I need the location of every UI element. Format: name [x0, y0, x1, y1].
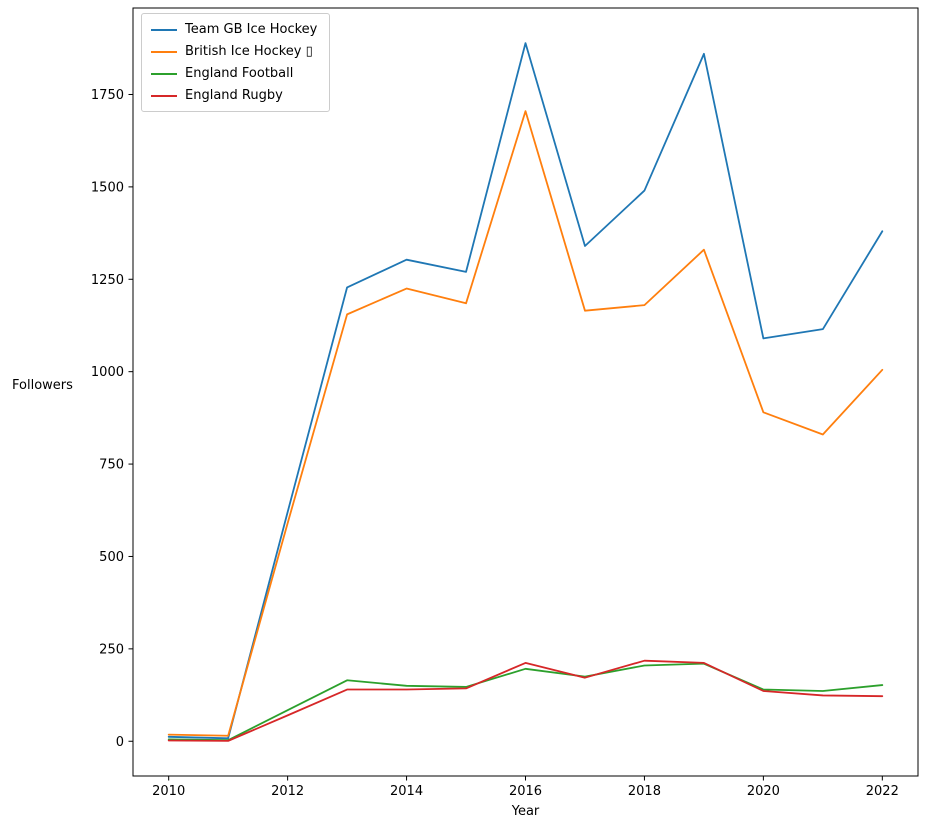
series-line-british-ice-hockey	[167, 110, 884, 737]
series-line-team-gb-ice-hockey	[167, 42, 884, 740]
legend-label: England Rugby	[185, 88, 283, 103]
y-tick-label: 1000	[91, 365, 124, 380]
legend-label: British Ice Hockey ▯	[185, 44, 313, 59]
legend-item-england-football: England Football	[151, 66, 317, 81]
legend-line-sample	[151, 72, 177, 75]
x-tick-label: 2010	[152, 784, 185, 799]
y-tick-label: 500	[99, 550, 124, 565]
x-tick-label: 2018	[628, 784, 661, 799]
y-tick-label: 1500	[91, 180, 124, 195]
y-tick-label: 1750	[91, 88, 124, 103]
series-line-england-football	[167, 662, 884, 742]
x-axis-label: Year	[511, 804, 540, 819]
legend: Team GB Ice Hockey British Ice Hockey ▯ En…	[141, 13, 331, 112]
y-tick-label: 250	[99, 642, 124, 657]
y-axis-label: Followers	[12, 378, 73, 393]
y-tick-label: 750	[99, 458, 124, 473]
legend-line-sample	[151, 50, 177, 53]
legend-line-sample	[151, 28, 177, 31]
legend-item-british-ice-hockey: British Ice Hockey ▯	[151, 44, 317, 59]
y-tick-label: 1250	[91, 273, 124, 288]
x-tick-label: 2022	[866, 784, 899, 799]
y-tick-label: 0	[116, 735, 124, 750]
legend-item-team-gb-ice-hockey: Team GB Ice Hockey	[151, 22, 317, 37]
legend-item-england-rugby: England Rugby	[151, 88, 317, 103]
series-line-england-rugby	[167, 659, 884, 742]
legend-label: Team GB Ice Hockey	[185, 22, 318, 37]
legend-label: England Football	[185, 66, 294, 81]
x-tick-label: 2014	[390, 784, 423, 799]
x-tick-label: 2012	[271, 784, 304, 799]
legend-line-sample	[151, 94, 177, 97]
x-tick-label: 2020	[747, 784, 780, 799]
x-tick-label: 2016	[509, 784, 542, 799]
plot-frame	[132, 7, 919, 777]
